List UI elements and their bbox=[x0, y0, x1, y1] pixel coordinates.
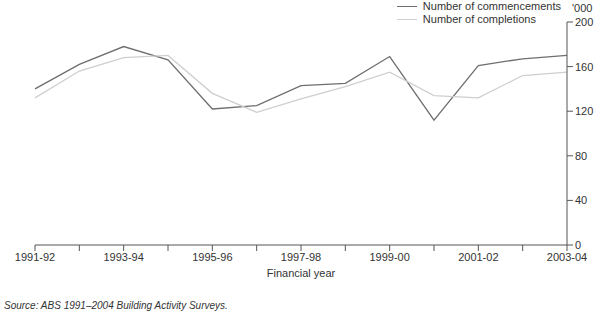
svg-text:2001-02: 2001-02 bbox=[458, 251, 498, 263]
html-text:Source: ABS 1991–2004 Building: Source: ABS 1991–2004 Building Activity … bbox=[4, 300, 228, 311]
svg-text:1997-98: 1997-98 bbox=[281, 251, 321, 263]
svg-text:1993-94: 1993-94 bbox=[103, 251, 143, 263]
svg-text:2003-04: 2003-04 bbox=[547, 251, 587, 263]
svg-text:1991-92: 1991-92 bbox=[15, 251, 55, 263]
html-text:Number of completions: Number of completions bbox=[422, 13, 536, 25]
svg-text:80: 80 bbox=[575, 150, 587, 162]
svg-text:0: 0 bbox=[575, 239, 581, 251]
svg-text:160: 160 bbox=[575, 61, 593, 73]
svg-text:1999-00: 1999-00 bbox=[369, 251, 409, 263]
svg-text:200: 200 bbox=[575, 16, 593, 28]
svg-text:120: 120 bbox=[575, 105, 593, 117]
svg-text:40: 40 bbox=[575, 194, 587, 206]
html-text:Number of commencements: Number of commencements bbox=[422, 0, 561, 12]
svg-text:Financial year: Financial year bbox=[267, 267, 336, 279]
svg-text:1995-96: 1995-96 bbox=[192, 251, 232, 263]
html-text:'000: '000 bbox=[572, 2, 593, 14]
